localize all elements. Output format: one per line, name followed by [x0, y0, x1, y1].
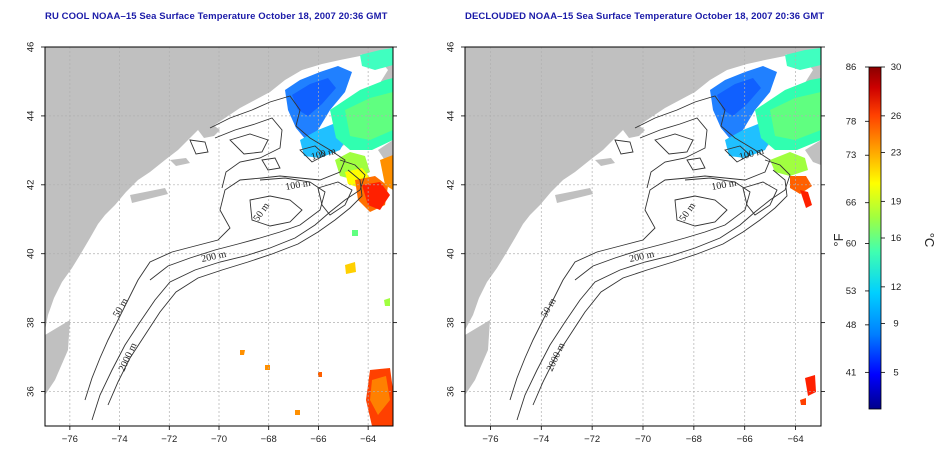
bathymetry-contours: [84, 95, 366, 421]
y-tick-label: 40: [446, 248, 457, 259]
y-tick-label: 42: [446, 180, 457, 191]
celsius-tick-label: 9: [893, 319, 898, 330]
x-tick-label: −76: [62, 434, 78, 445]
y-tick-label: 42: [26, 180, 37, 191]
y-tick-label: 46: [446, 42, 457, 53]
bathymetry-contours: [509, 95, 791, 421]
x-tick-label: −66: [737, 434, 753, 445]
contour-label: 100 m: [285, 178, 312, 193]
land-mass: [623, 124, 645, 138]
contour-label: 200 m: [628, 249, 655, 265]
fahrenheit-tick-label: 86: [846, 62, 857, 73]
land-mass: [465, 47, 790, 330]
contour-label: 100 m: [711, 178, 738, 193]
colorbar-gradient: [868, 66, 882, 410]
land-mass: [595, 158, 615, 166]
x-tick-label: −64: [788, 434, 804, 445]
x-tick-label: −70: [211, 434, 227, 445]
celsius-tick-label: 26: [891, 111, 902, 122]
left-map: 100 m 100 m 50 m 200 m 50 m 2000 m −76 −7…: [26, 42, 397, 445]
celsius-tick-label: 23: [891, 148, 902, 159]
x-tick-label: −64: [360, 434, 376, 445]
celsius-tick-label: 30: [891, 62, 902, 73]
colorbar: 30 26 23 19 16 12 9 5 86 78 73 66 60 53 48 41 °F °C: [831, 62, 937, 410]
y-tick-label: 44: [26, 111, 37, 122]
fahrenheit-tick-label: 48: [846, 320, 857, 331]
land-mass: [170, 158, 190, 166]
graticule: [465, 47, 821, 426]
land-mass: [130, 188, 168, 203]
right-map-title: DECLOUDED NOAA–15 Sea Surface Temperatur…: [465, 11, 825, 22]
fahrenheit-tick-label: 73: [846, 150, 857, 161]
x-tick-label: −76: [482, 434, 498, 445]
fahrenheit-tick-label: 41: [846, 367, 857, 378]
land-mass: [465, 320, 490, 395]
x-tick-label: −74: [533, 434, 549, 445]
fahrenheit-tick-label: 60: [846, 238, 857, 249]
contour-labels: 100 m 100 m 50 m 200 m 50 m 2000 m: [111, 146, 337, 374]
contour-label: 200 m: [200, 249, 227, 265]
left-map-title: RU COOL NOAA–15 Sea Surface Temperature …: [45, 11, 388, 22]
land-mass: [198, 124, 220, 138]
y-tick-label: 46: [26, 42, 37, 53]
land-mass: [45, 47, 365, 330]
celsius-tick-label: 16: [891, 233, 902, 244]
land-mass: [555, 188, 593, 203]
fahrenheit-label: °F: [831, 233, 846, 246]
land-mass: [805, 140, 821, 165]
x-tick-label: −72: [584, 434, 600, 445]
x-tick-label: −68: [686, 434, 702, 445]
y-tick-label: 40: [26, 248, 37, 259]
celsius-tick-label: 5: [893, 367, 898, 378]
right-map: 100 m 100 m 50 m 200 m 50 m 2000 m −76 −7…: [446, 42, 825, 445]
celsius-label: °C: [922, 233, 937, 248]
fahrenheit-tick-label: 53: [846, 286, 857, 297]
y-tick-label: 36: [26, 386, 37, 397]
y-tick-label: 38: [446, 317, 457, 328]
y-tick-label: 44: [446, 111, 457, 122]
sst-field: [710, 48, 821, 405]
celsius-tick-label: 19: [891, 196, 902, 207]
x-tick-label: −72: [161, 434, 177, 445]
x-tick-label: −66: [310, 434, 326, 445]
x-tick-label: −70: [635, 434, 651, 445]
celsius-tick-label: 12: [891, 282, 902, 293]
x-tick-label: −74: [112, 434, 128, 445]
x-tick-label: −68: [261, 434, 277, 445]
graticule: [45, 47, 393, 426]
land-mass: [45, 320, 70, 395]
y-tick-label: 36: [446, 386, 457, 397]
fahrenheit-tick-label: 66: [846, 198, 857, 209]
y-tick-label: 38: [26, 317, 37, 328]
fahrenheit-tick-label: 78: [846, 116, 857, 127]
